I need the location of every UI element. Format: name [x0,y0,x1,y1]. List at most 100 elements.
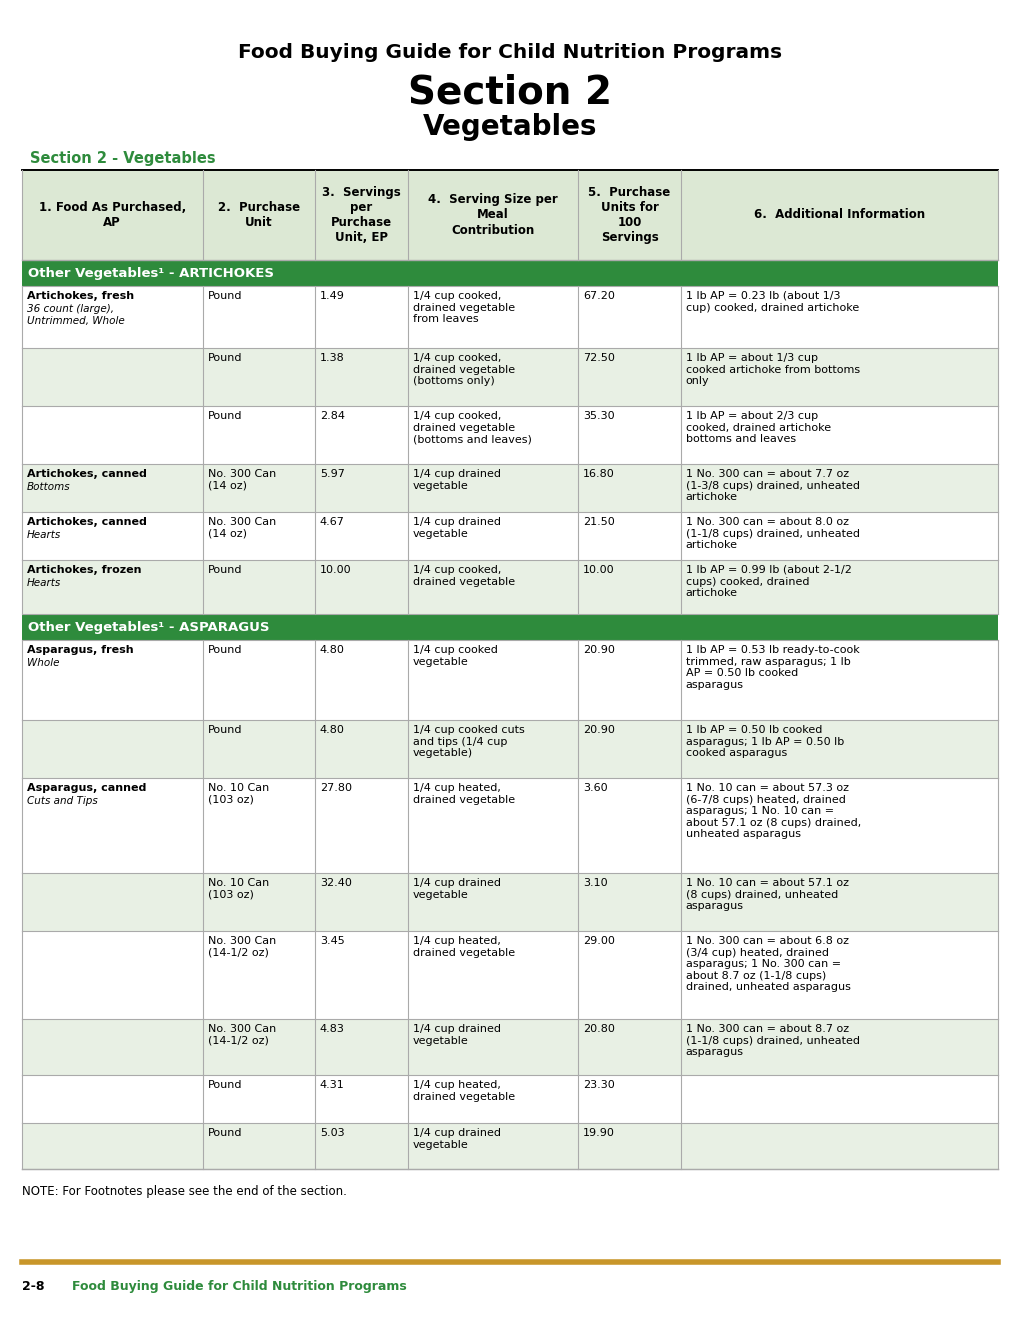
Bar [22,560,997,614]
Text: 1/4 cup heated,
drained vegetable: 1/4 cup heated, drained vegetable [412,783,515,805]
Text: No. 300 Can
(14 oz): No. 300 Can (14 oz) [207,469,275,491]
Text: 5.03: 5.03 [320,1129,344,1138]
Bar [22,1074,997,1123]
Bar [22,719,997,777]
Text: 1/4 cup heated,
drained vegetable: 1/4 cup heated, drained vegetable [412,1080,515,1102]
Text: 35.30: 35.30 [583,411,614,421]
Text: Vegetables: Vegetables [422,114,597,141]
Bar [22,1019,997,1074]
Text: 16.80: 16.80 [583,469,614,479]
Text: 1/4 cup cooked,
drained vegetable
(bottoms only): 1/4 cup cooked, drained vegetable (botto… [412,352,515,387]
Text: Artichokes, fresh: Artichokes, fresh [26,290,133,301]
Bar [22,777,997,873]
Text: 10.00: 10.00 [583,565,614,576]
Text: No. 10 Can
(103 oz): No. 10 Can (103 oz) [207,878,269,900]
Text: Pound: Pound [207,565,242,576]
Text: Artichokes, canned: Artichokes, canned [26,469,147,479]
Text: 1/4 cup drained
vegetable: 1/4 cup drained vegetable [412,878,500,900]
Text: 4.80: 4.80 [320,725,344,735]
Text: 1/4 cup cooked,
drained vegetable: 1/4 cup cooked, drained vegetable [412,565,515,586]
Text: No. 10 Can
(103 oz): No. 10 Can (103 oz) [207,783,269,805]
Bar [22,931,997,1019]
Bar [22,407,997,465]
Text: Asparagus, canned: Asparagus, canned [26,783,147,793]
Text: 1 lb AP = 0.53 lb ready-to-cook
trimmed, raw asparagus; 1 lb
AP = 0.50 lb cooked: 1 lb AP = 0.53 lb ready-to-cook trimmed,… [685,645,859,690]
Text: No. 300 Can
(14-1/2 oz): No. 300 Can (14-1/2 oz) [207,1024,275,1045]
Text: No. 300 Can
(14-1/2 oz): No. 300 Can (14-1/2 oz) [207,936,275,957]
Bar [22,260,997,286]
Text: 1/4 cup cooked cuts
and tips (1/4 cup
vegetable): 1/4 cup cooked cuts and tips (1/4 cup ve… [412,725,524,758]
Text: Pound: Pound [207,352,242,363]
Text: Asparagus, fresh: Asparagus, fresh [26,645,133,655]
Text: 1/4 cup drained
vegetable: 1/4 cup drained vegetable [412,1024,500,1045]
Text: 1. Food As Purchased,
AP: 1. Food As Purchased, AP [39,201,185,228]
Bar [22,640,997,719]
Text: 3.60: 3.60 [583,783,607,793]
Text: 1 lb AP = about 1/3 cup
cooked artichoke from bottoms
only: 1 lb AP = about 1/3 cup cooked artichoke… [685,352,859,387]
Text: 29.00: 29.00 [583,936,614,946]
Text: 1 No. 300 can = about 7.7 oz
(1-3/8 cups) drained, unheated
artichoke: 1 No. 300 can = about 7.7 oz (1-3/8 cups… [685,469,859,502]
Text: Pound: Pound [207,1129,242,1138]
Text: 1.38: 1.38 [320,352,344,363]
Text: 20.90: 20.90 [583,725,614,735]
Text: Food Buying Guide for Child Nutrition Programs: Food Buying Guide for Child Nutrition Pr… [237,42,782,62]
Text: Hearts: Hearts [26,531,61,540]
Text: 23.30: 23.30 [583,1080,614,1090]
Bar [22,465,997,512]
Text: 4.31: 4.31 [320,1080,344,1090]
Text: 5.97: 5.97 [320,469,344,479]
Text: 36 count (large),
Untrimmed, Whole: 36 count (large), Untrimmed, Whole [26,304,124,326]
Text: 20.80: 20.80 [583,1024,614,1034]
Text: 1 lb AP = 0.50 lb cooked
asparagus; 1 lb AP = 0.50 lb
cooked asparagus: 1 lb AP = 0.50 lb cooked asparagus; 1 lb… [685,725,844,758]
Text: Pound: Pound [207,645,242,655]
Text: Pound: Pound [207,411,242,421]
Text: Whole: Whole [26,657,59,668]
Text: Pound: Pound [207,290,242,301]
Text: 4.67: 4.67 [320,517,344,527]
Text: 10.00: 10.00 [320,565,352,576]
Text: 1/4 cup cooked,
drained vegetable
from leaves: 1/4 cup cooked, drained vegetable from l… [412,290,515,325]
Text: 1/4 cup heated,
drained vegetable: 1/4 cup heated, drained vegetable [412,936,515,957]
Text: NOTE: For Footnotes please see the end of the section.: NOTE: For Footnotes please see the end o… [22,1185,346,1199]
Text: 1/4 cup cooked,
drained vegetable
(bottoms and leaves): 1/4 cup cooked, drained vegetable (botto… [412,411,531,445]
Text: 72.50: 72.50 [583,352,614,363]
Text: 1 No. 300 can = about 6.8 oz
(3/4 cup) heated, drained
asparagus; 1 No. 300 can : 1 No. 300 can = about 6.8 oz (3/4 cup) h… [685,936,850,993]
Text: 1 No. 10 can = about 57.3 oz
(6-7/8 cups) heated, drained
asparagus; 1 No. 10 ca: 1 No. 10 can = about 57.3 oz (6-7/8 cups… [685,783,860,840]
Bar [22,170,997,260]
Text: 4.80: 4.80 [320,645,344,655]
Text: Hearts: Hearts [26,578,61,587]
Text: Pound: Pound [207,1080,242,1090]
Text: No. 300 Can
(14 oz): No. 300 Can (14 oz) [207,517,275,539]
Text: 1 No. 300 can = about 8.7 oz
(1-1/8 cups) drained, unheated
asparagus: 1 No. 300 can = about 8.7 oz (1-1/8 cups… [685,1024,859,1057]
Text: 4.  Serving Size per
Meal
Contribution: 4. Serving Size per Meal Contribution [428,194,557,236]
Bar [22,286,997,348]
Text: 1 lb AP = 0.23 lb (about 1/3
cup) cooked, drained artichoke: 1 lb AP = 0.23 lb (about 1/3 cup) cooked… [685,290,858,313]
Text: 1 No. 300 can = about 8.0 oz
(1-1/8 cups) drained, unheated
artichoke: 1 No. 300 can = about 8.0 oz (1-1/8 cups… [685,517,859,550]
Text: 1 lb AP = 0.99 lb (about 2-1/2
cups) cooked, drained
artichoke: 1 lb AP = 0.99 lb (about 2-1/2 cups) coo… [685,565,851,598]
Text: Food Buying Guide for Child Nutrition Programs: Food Buying Guide for Child Nutrition Pr… [72,1280,407,1294]
Text: 6.  Additional Information: 6. Additional Information [753,209,924,222]
Text: 5.  Purchase
Units for
100
Servings: 5. Purchase Units for 100 Servings [588,186,671,244]
Text: Section 2 - Vegetables: Section 2 - Vegetables [30,150,215,165]
Text: Other Vegetables¹ - ARTICHOKES: Other Vegetables¹ - ARTICHOKES [28,267,274,280]
Bar [22,512,997,560]
Text: 3.10: 3.10 [583,878,607,888]
Text: 1/4 cup drained
vegetable: 1/4 cup drained vegetable [412,517,500,539]
Text: 4.83: 4.83 [320,1024,344,1034]
Text: Section 2: Section 2 [408,73,611,111]
Text: 27.80: 27.80 [320,783,352,793]
Bar [22,873,997,931]
Text: Artichokes, canned: Artichokes, canned [26,517,147,527]
Text: 67.20: 67.20 [583,290,614,301]
Text: 2.  Purchase
Unit: 2. Purchase Unit [217,201,300,228]
Text: 1/4 cup cooked
vegetable: 1/4 cup cooked vegetable [412,645,497,667]
Text: Pound: Pound [207,725,242,735]
Text: 3.  Servings
per
Purchase
Unit, EP: 3. Servings per Purchase Unit, EP [321,186,400,244]
Text: 1/4 cup drained
vegetable: 1/4 cup drained vegetable [412,469,500,491]
Text: Bottoms: Bottoms [26,482,70,492]
Text: 2.84: 2.84 [320,411,344,421]
Text: Cuts and Tips: Cuts and Tips [26,796,98,807]
Text: 1/4 cup drained
vegetable: 1/4 cup drained vegetable [412,1129,500,1150]
Text: 3.45: 3.45 [320,936,344,946]
Bar [22,348,997,407]
